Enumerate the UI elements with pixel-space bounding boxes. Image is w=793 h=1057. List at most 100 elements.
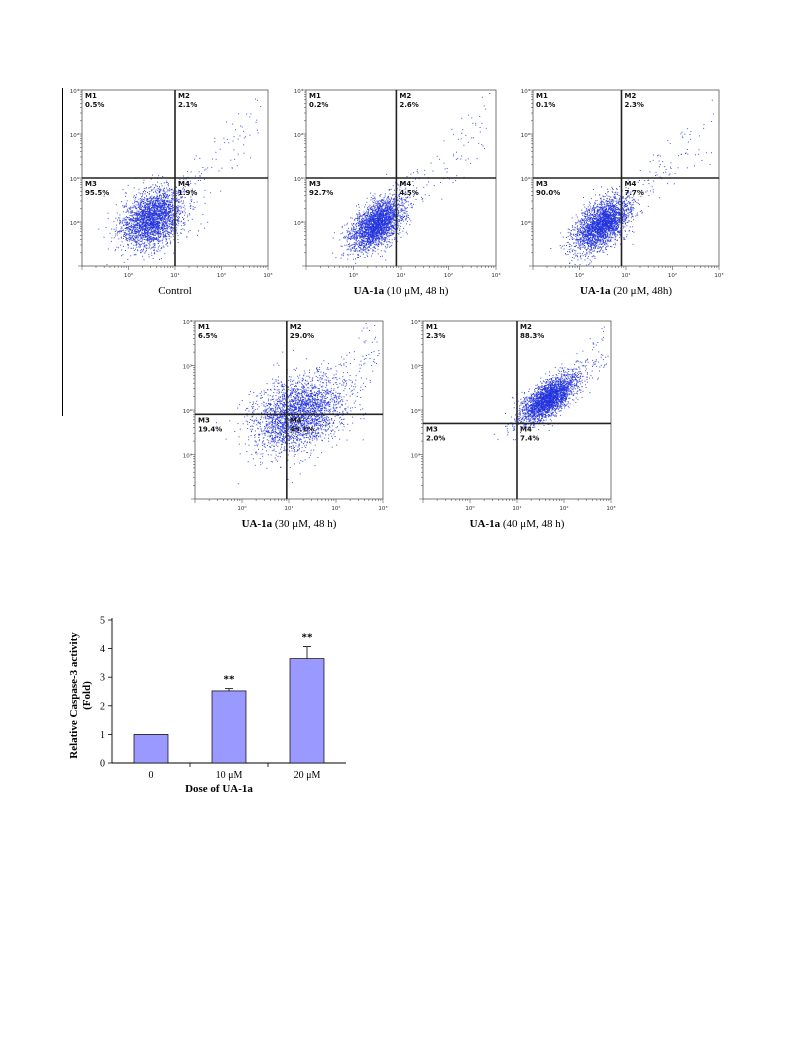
event-dot — [380, 226, 382, 228]
event-dot — [132, 234, 134, 236]
event-dot — [145, 245, 147, 247]
event-dot — [371, 214, 373, 216]
event-dot — [146, 228, 148, 230]
event-dot — [115, 233, 117, 235]
event-dot — [169, 201, 171, 203]
event-dot — [137, 239, 139, 241]
event-dot — [150, 236, 152, 238]
event-dot — [157, 250, 159, 252]
event-dot — [375, 241, 377, 243]
event-dot — [159, 190, 161, 191]
event-dot — [384, 193, 386, 195]
event-dot — [390, 221, 391, 223]
event-dot — [385, 223, 387, 225]
event-dot — [191, 201, 192, 203]
event-dot — [164, 196, 166, 198]
event-dot — [132, 223, 134, 225]
event-dot — [160, 199, 162, 201]
event-dot — [394, 204, 396, 206]
event-dot — [158, 237, 159, 239]
event-dot — [228, 142, 230, 144]
event-dot — [135, 237, 137, 239]
event-dot — [385, 208, 386, 210]
event-dot — [172, 223, 174, 225]
event-dot — [141, 196, 142, 198]
event-dot — [144, 224, 146, 226]
event-dot — [386, 198, 388, 200]
event-dot — [138, 226, 140, 228]
event-dot — [146, 207, 148, 209]
event-dot — [361, 225, 363, 226]
event-dot — [162, 245, 164, 247]
event-dot — [144, 217, 146, 219]
event-dot — [145, 207, 147, 209]
event-dot — [169, 189, 171, 191]
event-dot — [400, 209, 402, 211]
event-dot — [352, 247, 354, 249]
event-dot — [369, 231, 371, 233]
event-dot — [391, 204, 392, 206]
event-dot — [177, 221, 179, 223]
event-dot — [135, 227, 137, 229]
event-dot — [354, 246, 356, 247]
event-dot — [173, 192, 175, 193]
event-dot — [145, 210, 146, 212]
event-dot — [402, 203, 404, 205]
event-dot — [367, 241, 369, 243]
event-dot — [372, 195, 374, 197]
event-dot — [378, 243, 380, 244]
event-dot — [136, 241, 138, 243]
event-dot — [388, 227, 390, 228]
event-dot — [153, 195, 155, 197]
event-dot — [144, 190, 145, 192]
event-dot — [157, 232, 159, 234]
event-dot — [167, 233, 169, 234]
event-dot — [172, 235, 174, 237]
event-dot — [129, 231, 131, 233]
event-dot — [150, 241, 151, 243]
event-dot — [142, 214, 144, 216]
event-dot — [134, 225, 136, 227]
event-dot — [385, 236, 387, 238]
event-dot — [364, 239, 366, 241]
event-dot — [133, 227, 134, 229]
event-dot — [146, 211, 148, 213]
event-dot — [386, 227, 387, 229]
event-dot — [135, 240, 136, 242]
event-dot — [349, 237, 351, 239]
event-dot — [358, 232, 360, 234]
event-dot — [145, 212, 147, 214]
event-dot — [406, 233, 408, 235]
event-dot — [149, 204, 151, 206]
event-dot — [145, 215, 147, 217]
event-dot — [359, 221, 361, 223]
event-dot — [149, 202, 151, 204]
event-dot — [113, 237, 115, 239]
event-dot — [163, 212, 165, 214]
event-dot — [135, 232, 137, 234]
event-dot — [359, 224, 361, 226]
event-dot — [162, 212, 163, 213]
event-dot — [391, 225, 393, 227]
event-dot — [386, 238, 388, 240]
event-dot — [142, 236, 144, 238]
event-dot — [402, 181, 404, 183]
event-dot — [182, 211, 183, 213]
event-dot — [148, 216, 149, 218]
event-dot — [149, 214, 151, 216]
event-dot — [143, 210, 145, 212]
event-dot — [145, 239, 147, 241]
event-dot — [385, 207, 387, 209]
event-dot — [151, 224, 153, 226]
event-dot — [362, 240, 364, 242]
event-dot — [166, 194, 168, 195]
event-dot — [137, 204, 139, 206]
event-dot — [177, 220, 179, 222]
event-dot — [394, 239, 396, 240]
event-dot — [163, 210, 165, 212]
event-dot — [143, 205, 145, 207]
event-dot — [146, 245, 148, 247]
event-dot — [155, 216, 157, 218]
event-dot — [154, 218, 156, 220]
event-dot — [154, 220, 156, 222]
